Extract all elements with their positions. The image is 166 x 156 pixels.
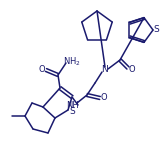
- Text: NH: NH: [67, 100, 79, 110]
- Text: O: O: [101, 93, 107, 102]
- Text: S: S: [69, 107, 75, 117]
- Text: S: S: [153, 25, 159, 34]
- Text: O: O: [39, 64, 45, 73]
- Text: O: O: [129, 64, 135, 73]
- Text: NH$_2$: NH$_2$: [63, 56, 81, 68]
- Text: N: N: [102, 66, 108, 75]
